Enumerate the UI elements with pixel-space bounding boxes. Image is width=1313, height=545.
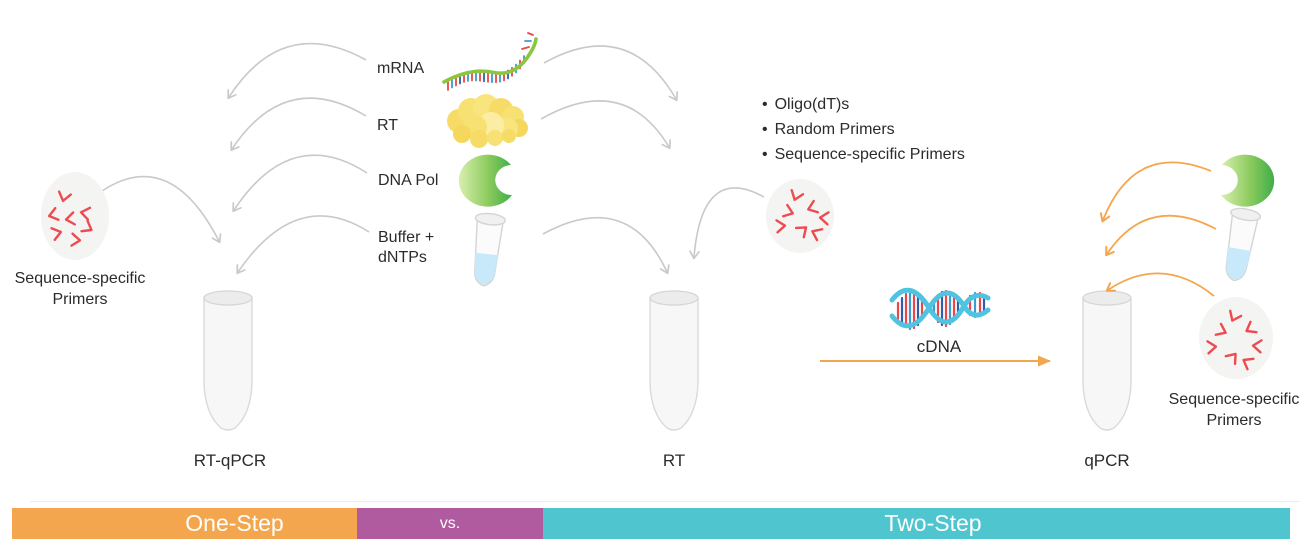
rt-tube <box>649 290 699 431</box>
list-item: • Random Primers <box>762 121 895 138</box>
versus-segment: vs. <box>357 508 543 539</box>
cdna-label: cDNA <box>916 337 962 356</box>
qpcr-primers-label: Sequence-specific Primers <box>1168 391 1300 429</box>
divider-line <box>30 501 1300 502</box>
qpcr-primers-blob <box>1199 297 1273 379</box>
mrna-strand-icon <box>442 32 538 91</box>
mrna-label: mRNA <box>377 60 425 77</box>
two-step-segment-label: Two-Step <box>884 510 982 536</box>
comparison-bar: One-Step vs. Two-Step <box>12 508 1290 539</box>
rt-qpcr-tube-label: RT-qPCR <box>193 451 267 470</box>
cdna-helix-icon <box>889 287 991 331</box>
rt-primers-blob <box>766 179 834 253</box>
one-step-arrows <box>101 42 370 275</box>
list-item: • Oligo(dT)s <box>762 96 850 113</box>
rt-qpcr-tube <box>203 290 253 431</box>
qpcr-buffer-tube-icon <box>1225 207 1262 282</box>
qpcr-tube-label: qPCR <box>1084 451 1130 470</box>
one-step-segment: One-Step <box>12 508 357 539</box>
rt-tube-label: RT <box>662 451 686 470</box>
rt-label: RT <box>377 117 399 134</box>
list-item: • Sequence-specific Primers <box>762 146 965 163</box>
buffer-dntps-label: Buffer + dNTPs <box>378 229 435 266</box>
dna-pol-label: DNA Pol <box>378 172 439 189</box>
rt-primer-options-list: • Oligo(dT)s • Random Primers • Sequence-sp… <box>762 92 965 167</box>
one-step-primers-label: Sequence-specific Primers <box>14 270 146 308</box>
qpcr-dna-pol-icon <box>1221 154 1275 207</box>
bullet-icon: • <box>762 146 768 163</box>
buffer-tube-icon <box>474 212 506 287</box>
versus-segment-label: vs. <box>439 514 461 532</box>
qpcr-input-arrows <box>1099 161 1217 297</box>
dna-pol-icon <box>458 154 512 207</box>
two-step-arrows <box>540 45 765 275</box>
bullet-icon: • <box>762 121 768 138</box>
one-step-segment-label: One-Step <box>185 510 284 536</box>
two-step-segment: Two-Step <box>543 508 1290 539</box>
one-step-primers-blob <box>41 172 109 260</box>
qpcr-tube <box>1082 290 1132 431</box>
rt-enzyme-icon <box>447 94 528 148</box>
bullet-icon: • <box>762 96 768 113</box>
